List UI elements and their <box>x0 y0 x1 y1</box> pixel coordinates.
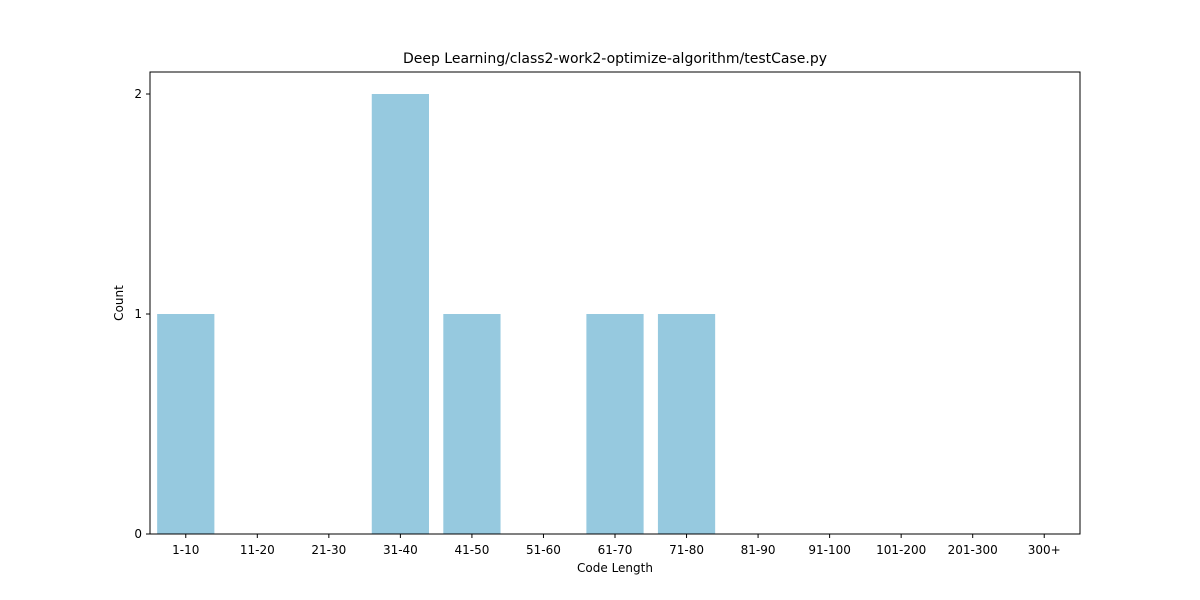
x-tick-label: 31-40 <box>383 543 418 557</box>
x-tick-label: 81-90 <box>741 543 776 557</box>
bar-71-80 <box>657 314 716 534</box>
chart-title: Deep Learning/class2-work2-optimize-algo… <box>403 51 827 67</box>
x-tick-label: 71-80 <box>669 543 704 557</box>
x-tick-label: 300+ <box>1028 543 1061 557</box>
x-axis-ticks: 1-10 11-20 21-30 31-40 41-50 51-60 61-70 71-80 8… <box>172 534 1061 557</box>
x-tick-label: 101-200 <box>876 543 926 557</box>
y-tick-label: 2 <box>134 87 142 101</box>
y-tick-label: 0 <box>134 527 142 541</box>
x-axis-label: Code Length <box>577 561 653 575</box>
bar-41-50 <box>443 314 501 534</box>
x-tick-label: 1-10 <box>172 543 199 557</box>
bars-group <box>157 94 716 534</box>
x-tick-label: 61-70 <box>598 543 633 557</box>
x-tick-label: 51-60 <box>526 543 561 557</box>
y-tick-label: 1 <box>134 307 142 321</box>
y-axis-label: Count <box>112 285 126 321</box>
y-axis-ticks: 0 1 2 <box>134 87 150 541</box>
bar-1-10 <box>157 314 215 534</box>
x-tick-label: 201-300 <box>948 543 998 557</box>
bar-61-70 <box>586 314 644 534</box>
x-tick-label: 11-20 <box>240 543 275 557</box>
bar-31-40 <box>371 94 429 534</box>
x-tick-label: 91-100 <box>808 543 851 557</box>
x-tick-label: 21-30 <box>311 543 346 557</box>
x-tick-label: 41-50 <box>454 543 489 557</box>
